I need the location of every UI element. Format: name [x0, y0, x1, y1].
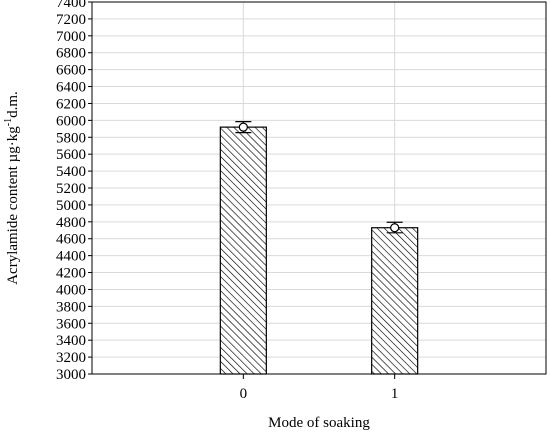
y-tick-label: 5000 — [56, 198, 86, 214]
y-tick-label: 5600 — [56, 147, 86, 163]
mean-marker-1 — [390, 223, 400, 233]
x-axis-title: Mode of soaking — [268, 415, 370, 431]
y-tick-label: 6200 — [56, 96, 86, 112]
bar-0 — [219, 126, 267, 375]
y-tick-label: 6400 — [56, 80, 86, 96]
bars — [219, 121, 419, 375]
y-tick-label: 4400 — [56, 249, 86, 265]
y-tick-label: 3400 — [56, 333, 86, 349]
y-tick-label: 4000 — [56, 282, 86, 298]
y-tick-label: 3200 — [56, 350, 86, 366]
y-axis-ticks: 3000320034003600380040004200440046004800… — [56, 0, 92, 383]
y-axis-title-main: Acrylamide content µg·kg — [5, 126, 21, 285]
y-tick-label: 7200 — [56, 12, 86, 28]
y-tick-label: 3000 — [56, 367, 86, 383]
y-axis-title: Acrylamide content µg·kg-1d.m. — [3, 91, 21, 285]
y-tick-label: 5200 — [56, 181, 86, 197]
x-tick-label: 1 — [391, 386, 399, 402]
y-tick-label: 6600 — [56, 63, 86, 79]
y-tick-label: 4200 — [56, 266, 86, 282]
x-tick-label: 0 — [240, 386, 248, 402]
mean-marker-0 — [238, 122, 248, 132]
y-tick-label: 5800 — [56, 130, 86, 146]
y-tick-label: 4800 — [56, 215, 86, 231]
bar-1 — [371, 227, 419, 375]
y-axis-title-superscript: -1 — [3, 118, 14, 126]
y-tick-label: 7000 — [56, 29, 86, 45]
y-tick-label: 3600 — [56, 316, 86, 332]
y-tick-label: 3800 — [56, 299, 86, 315]
y-tick-label: 5400 — [56, 164, 86, 180]
y-tick-label: 6000 — [56, 113, 86, 129]
y-tick-label: 4600 — [56, 232, 86, 248]
y-tick-label: 7400 — [56, 0, 86, 11]
y-axis-title-unit: d.m. — [5, 91, 21, 118]
grid-lines — [92, 2, 546, 374]
y-tick-label: 6800 — [56, 46, 86, 62]
